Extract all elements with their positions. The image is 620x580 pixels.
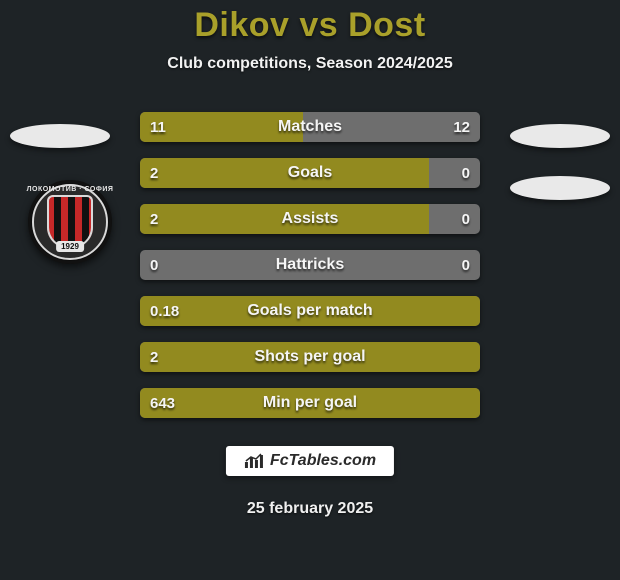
club-badge: ЛОКОМОТИВ · СОФИЯ 1929: [28, 180, 112, 264]
stat-bar-left: [140, 158, 429, 188]
stat-value-right: 0: [462, 204, 470, 234]
stat-bar-left: [140, 388, 480, 418]
player-right-placeholder-1: [510, 124, 610, 148]
card: Dikov vs Dost Club competitions, Season …: [0, 0, 620, 580]
stat-row: Min per goal643: [140, 388, 480, 418]
stat-value-left: 0: [150, 250, 158, 280]
stat-bar-left: [140, 296, 480, 326]
stat-value-right: 0: [462, 250, 470, 280]
subtitle: Club competitions, Season 2024/2025: [0, 55, 620, 73]
stat-bar-left: [140, 204, 429, 234]
player-left-placeholder: [10, 124, 110, 148]
stat-bar-left: [140, 112, 303, 142]
player-right-placeholder-2: [510, 176, 610, 200]
stat-row: Hattricks0 0: [140, 250, 480, 280]
stat-row: Assists20: [140, 204, 480, 234]
chart-icon: [244, 453, 264, 469]
stat-row: Goals20: [140, 158, 480, 188]
stats-bars: Matches1112Goals20Assists20Hattricks00Go…: [140, 112, 480, 434]
title: Dikov vs Dost: [0, 6, 620, 45]
footer-brand-text: FcTables.com: [270, 452, 376, 470]
footer-brand: FcTables.com: [226, 446, 394, 476]
stat-value-right: 0: [462, 158, 470, 188]
date: 25 february 2025: [247, 500, 373, 518]
badge-year: 1929: [56, 241, 84, 252]
stat-bar-right: [303, 112, 480, 142]
stat-row: Shots per goal2: [140, 342, 480, 372]
stat-bar-left: [140, 342, 480, 372]
stat-row: Goals per match0.18: [140, 296, 480, 326]
stat-row: Matches1112: [140, 112, 480, 142]
stat-label: Hattricks: [140, 250, 480, 280]
badge-arc-text: ЛОКОМОТИВ · СОФИЯ: [27, 186, 114, 193]
